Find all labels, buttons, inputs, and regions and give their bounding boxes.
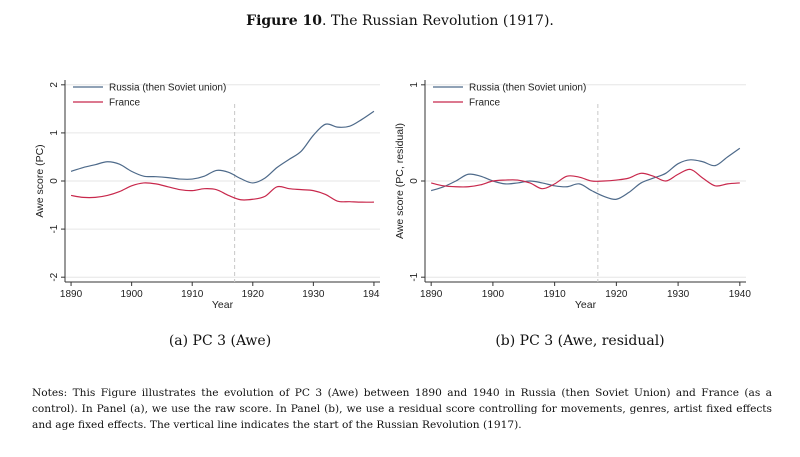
figure-title: Figure 10. The Russian Revolution (1917)… [0,13,800,29]
panel-a-series-line-0 [70,110,375,184]
panel-b-x-tick-label: 1930 [667,289,690,300]
panel-a-y-tick-label: 1 [49,130,60,136]
panel-a-x-tick-label: 1920 [242,289,265,300]
panel-a-plot: -2 -1 0 1 2 1890 1900 1910 1920 1930 1940 Year Awe s… [34,80,380,311]
panel-a-y-axis-label: Awe score (PC) [34,144,46,217]
figure-title-text: . The Russian Revolution (1917). [322,13,554,29]
panel-a-x-tick-label: 1910 [181,289,204,300]
panel-b-chart: -1 0 1 1890 1900 1910 1920 1930 1940 Year Awe scor… [394,80,751,311]
panel-b-y-axis-label: Awe score (PC, residual) [394,123,406,239]
panel-b-legend-label-1: France [469,98,501,109]
panel-b-plot: -1 0 1 1890 1900 1910 1920 1930 1940 Year Awe scor… [394,80,751,311]
panel-b-y-tick-label: 0 [409,178,420,184]
panel-b-x-tick-label: 1890 [420,289,443,300]
panel-b-y-tick-label: 1 [409,82,420,88]
panel-a-chart: -2 -1 0 1 2 1890 1900 1910 1920 1930 1940 Year Awe s… [34,80,380,311]
figure-notes: Notes: This Figure illustrates the evolu… [32,387,772,431]
panel-b-x-tick-label: 1940 [729,289,752,300]
panel-a-x-tick-label: 1890 [60,289,83,300]
panel-a-x-tick-label: 1930 [302,289,325,300]
panel-b-x-tick-label: 1900 [482,289,505,300]
panel-a-y-tick-label: 0 [49,178,60,184]
panel-a-legend-label-0: Russia (then Soviet union) [109,83,226,94]
panel-b-legend-label-0: Russia (then Soviet union) [469,83,586,94]
panel-a-caption: (a) PC 3 (Awe) [168,333,272,349]
panel-a-y-tick-label: -1 [49,224,60,233]
panel-a-y-tick-label: 2 [49,82,60,88]
panel-a-legend-label-1: France [109,98,141,109]
panel-b-series-line-1 [431,168,740,190]
panel-b-caption: (b) PC 3 (Awe, residual) [495,333,665,349]
panel-a-x-axis-label: Year [212,299,234,311]
panel-a-series-line-1 [70,182,374,203]
panel-b-x-tick-label: 1910 [544,289,567,300]
figure-label: Figure 10 [246,13,322,29]
panel-a-x-tick-label: 1900 [121,289,144,300]
panel-b-series-line-0 [430,147,741,200]
panel-a-x-tick-label: 1940 [363,289,380,300]
panel-b-x-axis-label: Year [575,299,597,311]
panel-a-y-tick-label: -2 [49,272,60,281]
panel-b-x-tick-label: 1920 [605,289,628,300]
panel-b-y-tick-label: -1 [409,272,420,281]
